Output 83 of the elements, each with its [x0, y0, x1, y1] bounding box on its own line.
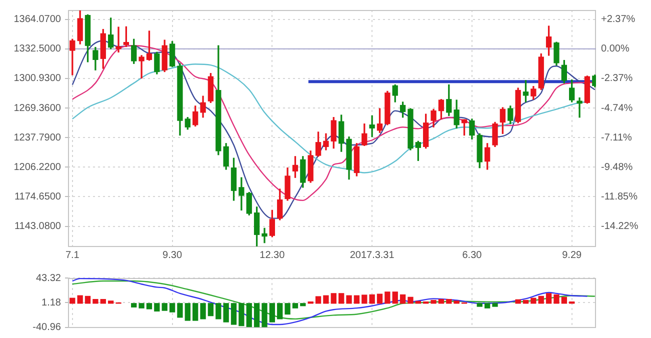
bar	[400, 294, 406, 304]
y2-tick-label: -14.22%	[601, 221, 638, 232]
bar	[100, 299, 106, 304]
line-series	[72, 280, 596, 320]
bar	[108, 300, 114, 304]
y-tick-label: 1174.6500	[14, 191, 62, 202]
bar	[446, 299, 452, 304]
bar	[277, 303, 283, 320]
bar	[492, 303, 498, 307]
y-tick-label: 1143.0800	[14, 221, 62, 232]
bar	[561, 296, 567, 304]
bar	[362, 294, 368, 304]
x-tick-label: 9.29	[562, 250, 582, 261]
line-series	[72, 278, 588, 326]
y-tick-label: 1269.3600	[14, 102, 62, 114]
bar	[330, 293, 336, 304]
y-tick-label: 43.32	[36, 272, 62, 284]
bar	[384, 292, 390, 304]
bar	[192, 303, 198, 321]
bar	[254, 303, 260, 328]
bar	[154, 303, 160, 312]
bar	[184, 303, 190, 321]
x-tick-label: 12.30	[260, 250, 286, 261]
bar	[169, 303, 176, 312]
y-tick-label: 1.18	[42, 297, 62, 308]
bar	[338, 293, 344, 304]
y-tick-label: 1300.9300	[14, 73, 62, 84]
bar	[292, 303, 298, 308]
bar	[269, 303, 276, 322]
bar	[84, 296, 91, 304]
bar	[162, 303, 168, 311]
bar	[223, 303, 229, 322]
bar	[262, 303, 268, 328]
bar	[70, 298, 76, 304]
y-tick-label: -40.96	[32, 322, 62, 334]
y2-tick-label: -7.11%	[601, 132, 632, 144]
y2-tick-label: -11.85%	[601, 192, 638, 203]
bar	[77, 295, 83, 304]
x-tick-label: 2017.3.31	[350, 250, 395, 261]
y2-tick-label: +2.37%	[601, 14, 636, 25]
y2-tick-label: 0.00%	[601, 44, 630, 55]
bar	[354, 295, 360, 304]
bar	[146, 303, 152, 310]
bar	[369, 294, 375, 304]
x-tick-label: 7.1	[65, 250, 80, 261]
bar	[200, 303, 206, 320]
bar	[246, 303, 252, 328]
bar	[177, 303, 183, 318]
y-tick-label: 1206.2200	[14, 162, 62, 173]
bar	[522, 300, 529, 304]
x-tick-label: 9.30	[162, 250, 182, 261]
bar	[315, 296, 322, 304]
bar	[392, 292, 398, 304]
bar	[454, 300, 460, 304]
bar	[323, 295, 329, 304]
bar	[92, 299, 98, 304]
bar	[530, 298, 536, 304]
y2-tick-label: -2.37%	[601, 73, 633, 84]
bar	[538, 296, 544, 304]
bar	[376, 294, 383, 304]
bar	[430, 300, 436, 304]
bar	[131, 303, 137, 308]
bar	[216, 303, 222, 320]
bar	[476, 303, 482, 307]
bar	[346, 295, 352, 304]
bar	[484, 303, 490, 308]
bar	[408, 296, 414, 304]
x-tick-label: 6.30	[462, 250, 482, 261]
y2-tick-label: -9.48%	[601, 162, 633, 173]
bar	[230, 303, 237, 325]
bar	[438, 299, 444, 304]
y-tick-label: 1364.0700	[14, 14, 62, 26]
bar	[138, 303, 144, 308]
bar	[515, 299, 521, 304]
y2-tick-label: -4.74%	[601, 102, 633, 114]
bar	[300, 303, 306, 306]
bar	[554, 294, 560, 304]
bar	[546, 293, 552, 304]
bar	[238, 303, 244, 326]
bar	[208, 303, 214, 316]
y-tick-label: 1332.5000	[14, 44, 62, 55]
bar	[284, 303, 290, 315]
y-tick-label: 1237.7900	[14, 132, 62, 144]
